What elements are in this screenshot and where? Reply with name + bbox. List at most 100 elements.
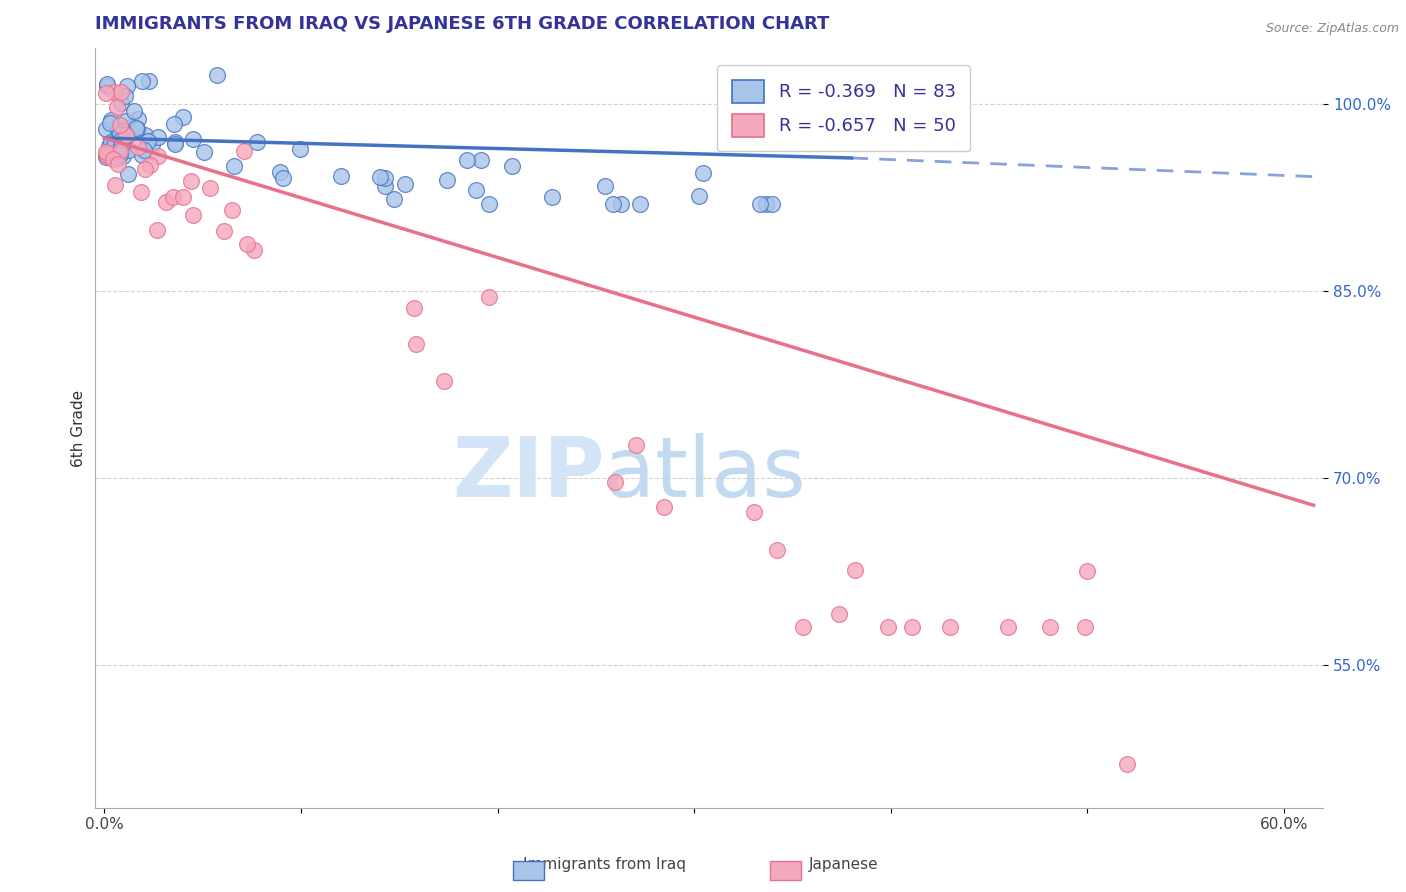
Point xyxy=(1074,620,1097,634)
Point xyxy=(131,148,153,162)
Point xyxy=(205,68,228,82)
Point xyxy=(382,192,405,206)
Point xyxy=(110,85,132,99)
Point xyxy=(125,121,148,136)
Point xyxy=(163,117,186,131)
Point xyxy=(121,120,143,135)
Text: Japanese: Japanese xyxy=(808,857,879,872)
Point xyxy=(108,118,131,132)
Point xyxy=(146,148,169,162)
Point xyxy=(118,144,141,158)
Point xyxy=(101,153,124,167)
Point xyxy=(103,85,125,99)
Point xyxy=(290,142,312,156)
Point xyxy=(243,244,266,258)
Point xyxy=(107,123,129,137)
Point xyxy=(541,190,564,204)
Point xyxy=(96,148,118,162)
Point xyxy=(117,167,139,181)
Point xyxy=(97,139,120,153)
Legend: R = -0.369   N = 83, R = -0.657   N = 50: R = -0.369 N = 83, R = -0.657 N = 50 xyxy=(717,65,970,151)
Point xyxy=(181,208,204,222)
Point xyxy=(115,114,138,128)
Point xyxy=(761,197,783,211)
Point xyxy=(478,197,501,211)
Point xyxy=(236,236,259,251)
Point xyxy=(114,128,136,143)
Point xyxy=(114,88,136,103)
Point xyxy=(111,138,134,153)
Point xyxy=(755,197,778,211)
Point xyxy=(433,375,456,389)
Point xyxy=(103,137,125,152)
Point xyxy=(104,178,127,192)
Point xyxy=(104,137,127,152)
Point xyxy=(107,148,129,162)
Point xyxy=(692,166,714,180)
Point xyxy=(742,505,765,519)
Point xyxy=(766,542,789,557)
Point xyxy=(610,197,633,211)
Point xyxy=(134,143,156,157)
Point xyxy=(96,145,118,159)
Point xyxy=(125,122,148,136)
Point xyxy=(127,112,149,126)
Point xyxy=(111,148,134,162)
Point xyxy=(96,78,118,93)
Point xyxy=(110,139,132,153)
Point xyxy=(602,197,624,211)
Point xyxy=(478,290,501,304)
Point xyxy=(115,78,138,93)
Point xyxy=(96,77,118,91)
Point xyxy=(115,128,138,142)
Point xyxy=(394,178,416,192)
Point xyxy=(180,174,202,188)
Point xyxy=(464,184,486,198)
Point xyxy=(155,195,177,210)
Point xyxy=(101,146,124,161)
Point xyxy=(96,150,118,164)
Point xyxy=(96,148,118,162)
Point xyxy=(436,173,458,187)
Point xyxy=(749,197,772,211)
Point xyxy=(96,86,118,100)
Point xyxy=(939,620,962,634)
Point xyxy=(470,153,492,168)
Point xyxy=(108,146,131,161)
Point xyxy=(100,135,122,149)
Point xyxy=(246,135,269,149)
Point xyxy=(96,122,118,136)
Point xyxy=(172,190,194,204)
Text: Source: ZipAtlas.com: Source: ZipAtlas.com xyxy=(1265,22,1399,36)
Point xyxy=(374,179,396,194)
Text: ZIP: ZIP xyxy=(451,434,605,514)
Point xyxy=(165,136,187,151)
Point xyxy=(131,74,153,88)
Point xyxy=(269,164,291,178)
Point xyxy=(828,607,851,621)
Point xyxy=(110,95,132,110)
Point xyxy=(105,151,128,165)
Point xyxy=(1115,757,1137,772)
Text: Immigrants from Iraq: Immigrants from Iraq xyxy=(523,857,686,872)
Point xyxy=(111,123,134,137)
Point xyxy=(103,138,125,153)
Point xyxy=(122,103,145,118)
Point xyxy=(107,141,129,155)
Point xyxy=(844,563,866,577)
Point xyxy=(138,74,160,88)
Point xyxy=(402,301,425,315)
Point xyxy=(162,190,184,204)
Point xyxy=(172,110,194,124)
Point xyxy=(138,158,160,172)
Point xyxy=(605,475,627,489)
Point xyxy=(146,129,169,144)
Point xyxy=(222,160,245,174)
Point xyxy=(374,171,396,186)
Point xyxy=(165,135,187,149)
Point xyxy=(105,100,128,114)
Point xyxy=(368,170,391,185)
Point xyxy=(330,169,353,183)
Point xyxy=(198,181,221,195)
Point xyxy=(193,145,215,159)
